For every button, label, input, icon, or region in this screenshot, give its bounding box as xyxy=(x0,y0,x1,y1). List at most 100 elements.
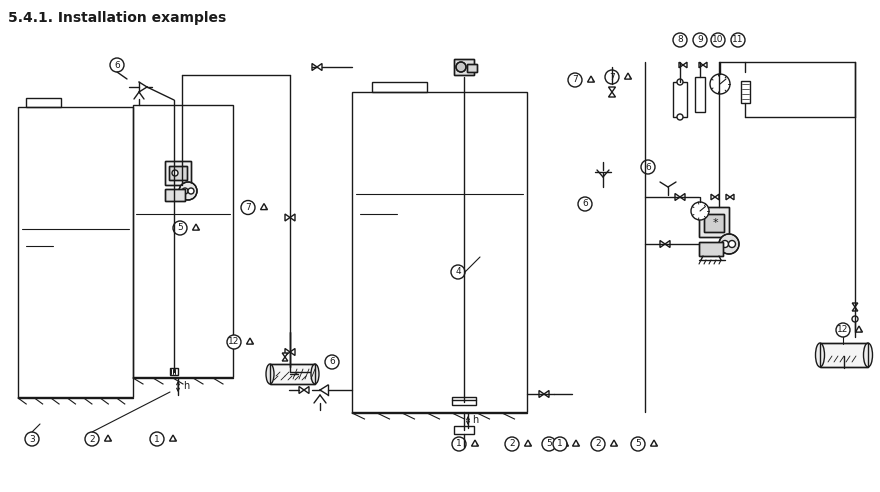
Polygon shape xyxy=(282,357,288,361)
Bar xyxy=(454,59,474,75)
Text: 12: 12 xyxy=(228,338,239,346)
Text: 3: 3 xyxy=(29,434,35,443)
Polygon shape xyxy=(711,194,715,200)
Bar xyxy=(467,64,477,72)
Circle shape xyxy=(722,241,729,247)
Circle shape xyxy=(852,316,858,322)
Text: 2: 2 xyxy=(595,439,601,449)
Ellipse shape xyxy=(863,343,872,367)
Bar xyxy=(452,397,476,405)
Text: 4: 4 xyxy=(455,268,461,277)
Polygon shape xyxy=(282,353,288,357)
Text: !: ! xyxy=(590,78,592,83)
Text: 12: 12 xyxy=(837,326,848,335)
Text: !: ! xyxy=(249,340,252,345)
Circle shape xyxy=(150,432,164,446)
Circle shape xyxy=(451,265,465,279)
Circle shape xyxy=(591,437,605,451)
Text: 7: 7 xyxy=(572,75,578,85)
Polygon shape xyxy=(285,348,290,356)
Polygon shape xyxy=(680,193,685,201)
Polygon shape xyxy=(608,92,615,97)
Circle shape xyxy=(173,221,187,235)
Bar xyxy=(820,343,868,367)
Bar xyxy=(165,161,191,185)
Text: 11: 11 xyxy=(732,35,744,44)
Circle shape xyxy=(605,70,619,84)
Circle shape xyxy=(241,201,255,215)
Circle shape xyxy=(505,437,519,451)
Circle shape xyxy=(188,188,194,194)
Bar xyxy=(740,81,750,103)
Ellipse shape xyxy=(311,364,319,384)
Polygon shape xyxy=(665,241,670,247)
Text: 1: 1 xyxy=(456,439,462,449)
Bar xyxy=(820,343,868,367)
Polygon shape xyxy=(660,241,665,247)
Bar xyxy=(695,77,705,112)
Circle shape xyxy=(227,335,241,349)
Circle shape xyxy=(172,170,178,176)
Bar xyxy=(454,59,474,75)
Circle shape xyxy=(729,241,736,247)
Text: 6: 6 xyxy=(329,358,335,367)
Text: 1: 1 xyxy=(557,439,563,449)
Circle shape xyxy=(325,355,339,369)
Text: 10: 10 xyxy=(712,35,723,44)
Text: 6: 6 xyxy=(583,199,588,209)
Circle shape xyxy=(297,366,313,382)
Ellipse shape xyxy=(816,343,825,367)
Text: !: ! xyxy=(473,442,476,447)
Circle shape xyxy=(693,33,707,47)
Circle shape xyxy=(456,62,466,72)
Bar xyxy=(26,98,61,107)
Circle shape xyxy=(711,33,725,47)
Polygon shape xyxy=(715,194,719,200)
Circle shape xyxy=(691,202,709,220)
Circle shape xyxy=(110,58,124,72)
Text: 5.4.1. Installation examples: 5.4.1. Installation examples xyxy=(8,11,226,25)
Text: !: ! xyxy=(858,328,861,333)
Polygon shape xyxy=(304,387,309,394)
Bar xyxy=(270,364,315,384)
Polygon shape xyxy=(730,194,734,200)
Text: !: ! xyxy=(172,437,174,442)
Text: !: ! xyxy=(627,75,629,80)
Text: 2: 2 xyxy=(89,434,95,443)
Bar xyxy=(352,92,527,412)
Bar xyxy=(454,426,474,434)
Bar xyxy=(704,214,724,232)
Polygon shape xyxy=(290,214,295,221)
Bar xyxy=(699,207,729,237)
Polygon shape xyxy=(852,303,858,307)
Text: 2: 2 xyxy=(510,439,515,449)
Circle shape xyxy=(568,73,582,87)
Text: 5: 5 xyxy=(177,223,183,233)
Text: !: ! xyxy=(194,226,197,231)
Circle shape xyxy=(578,197,592,211)
Bar xyxy=(699,242,723,256)
Circle shape xyxy=(673,33,687,47)
Circle shape xyxy=(542,437,556,451)
Bar xyxy=(165,189,185,201)
Text: h: h xyxy=(183,381,189,391)
Text: !: ! xyxy=(564,442,567,447)
Polygon shape xyxy=(608,87,615,92)
Polygon shape xyxy=(544,391,549,398)
Text: 7: 7 xyxy=(609,72,615,82)
Bar xyxy=(165,189,185,201)
Circle shape xyxy=(836,323,850,337)
Polygon shape xyxy=(699,62,703,68)
Bar xyxy=(133,105,233,377)
Bar xyxy=(165,161,191,185)
Text: 8: 8 xyxy=(677,35,683,44)
Circle shape xyxy=(85,432,99,446)
Bar xyxy=(699,207,729,237)
Text: 1: 1 xyxy=(154,434,160,443)
Text: h: h xyxy=(472,415,478,425)
Polygon shape xyxy=(317,63,322,70)
Text: !: ! xyxy=(612,442,615,447)
Polygon shape xyxy=(299,387,304,394)
Text: *: * xyxy=(712,218,718,228)
Polygon shape xyxy=(703,62,707,68)
